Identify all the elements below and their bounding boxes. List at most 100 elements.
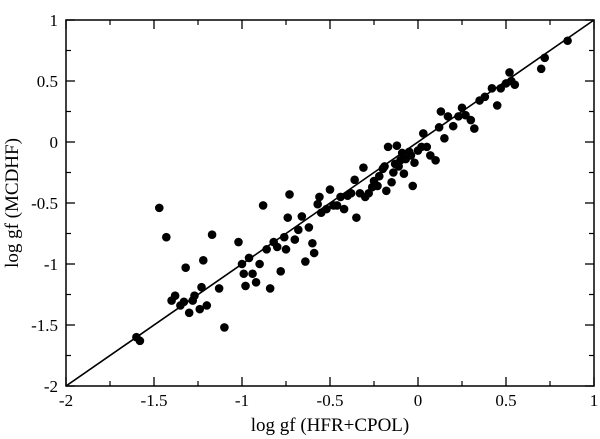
- data-point: [383, 142, 393, 152]
- data-point: [265, 284, 275, 293]
- data-point: [443, 112, 453, 121]
- data-point: [359, 163, 368, 172]
- data-point: [220, 323, 229, 332]
- tick-labels: -2 -1.5 -1 -0.5 0 0.5 1 -2 -1.5 -1 -0.5 0 0.5 1: [31, 11, 598, 410]
- y-tick-label: 1: [50, 11, 59, 30]
- data-point: [454, 112, 463, 121]
- data-point: [406, 151, 416, 160]
- data-point: [262, 245, 271, 254]
- data-point: [179, 297, 189, 307]
- data-point: [434, 123, 444, 132]
- data-point: [448, 121, 458, 131]
- data-point: [255, 259, 264, 269]
- data-point: [399, 169, 409, 179]
- data-point: [457, 103, 467, 113]
- data-point: [480, 92, 490, 102]
- data-point: [195, 304, 205, 314]
- y-tick-label: -2: [44, 377, 58, 396]
- data-point: [198, 256, 208, 265]
- data-point: [241, 281, 250, 291]
- data-point: [352, 213, 361, 222]
- data-point: [313, 199, 322, 209]
- data-point: [339, 204, 349, 214]
- data-point: [214, 284, 224, 293]
- data-point: [281, 245, 291, 254]
- data-point: [272, 242, 282, 252]
- data-point: [290, 235, 300, 244]
- data-point: [279, 232, 289, 242]
- x-tick-label: -1: [235, 391, 249, 410]
- data-point: [440, 134, 449, 143]
- y-tick-label: -0.5: [31, 194, 58, 213]
- data-point: [346, 188, 356, 198]
- y-tick-label: 0: [50, 133, 59, 152]
- data-point: [387, 177, 396, 187]
- data-point: [234, 237, 243, 247]
- data-point: [207, 230, 217, 240]
- data-point: [505, 68, 514, 77]
- data-point: [422, 142, 432, 152]
- data-point: [154, 203, 164, 213]
- data-point: [190, 291, 199, 301]
- data-point: [410, 158, 419, 168]
- data-point: [294, 225, 303, 235]
- data-point: [135, 336, 145, 346]
- data-point: [392, 141, 402, 150]
- data-point: [436, 107, 446, 116]
- x-axis-label: log gf (HFR+CPOL): [251, 415, 410, 436]
- data-point: [336, 192, 345, 202]
- data-point: [332, 201, 342, 210]
- x-tick-label: -2: [59, 391, 73, 410]
- data-point: [258, 201, 268, 210]
- data-point: [373, 181, 382, 191]
- data-point: [382, 186, 391, 196]
- data-point: [248, 269, 257, 279]
- data-point: [197, 282, 206, 292]
- data-points: [132, 36, 572, 346]
- data-point: [297, 212, 307, 221]
- data-point: [181, 263, 190, 272]
- data-point: [540, 53, 550, 63]
- x-tick-label: 0: [414, 391, 423, 410]
- data-point: [536, 64, 546, 74]
- data-point: [237, 259, 247, 269]
- data-point: [202, 301, 212, 310]
- data-point: [315, 192, 324, 202]
- data-point: [470, 124, 479, 133]
- data-point: [170, 291, 180, 301]
- data-point: [251, 278, 261, 287]
- data-point: [487, 84, 497, 93]
- data-point: [325, 185, 335, 194]
- data-point: [239, 269, 249, 279]
- data-point: [510, 80, 520, 89]
- x-tick-label: -0.5: [317, 391, 344, 410]
- data-point: [492, 101, 502, 110]
- data-point: [309, 248, 319, 258]
- x-tick-label: -1.5: [141, 391, 168, 410]
- data-point: [350, 175, 359, 185]
- data-point: [162, 232, 171, 242]
- data-point: [418, 129, 428, 138]
- y-tick-label: 0.5: [37, 72, 58, 91]
- data-point: [276, 267, 286, 276]
- data-point: [308, 238, 317, 248]
- data-point: [380, 162, 389, 171]
- y-tick-label: -1.5: [31, 316, 58, 335]
- data-point: [466, 115, 476, 125]
- x-tick-label: 0.5: [495, 391, 516, 410]
- data-point: [304, 223, 314, 232]
- data-point: [244, 253, 254, 263]
- data-point: [285, 190, 294, 199]
- data-point: [301, 257, 310, 266]
- data-point: [283, 213, 293, 222]
- y-axis-label: log gf (MCDHF): [2, 138, 23, 268]
- data-point: [389, 168, 398, 177]
- y-tick-label: -1: [44, 255, 58, 274]
- data-point: [431, 156, 440, 165]
- x-tick-label: 1: [590, 391, 599, 410]
- axis-ticks: [65, 19, 595, 387]
- data-point: [408, 181, 418, 191]
- data-point: [322, 204, 331, 214]
- data-point: [563, 36, 572, 46]
